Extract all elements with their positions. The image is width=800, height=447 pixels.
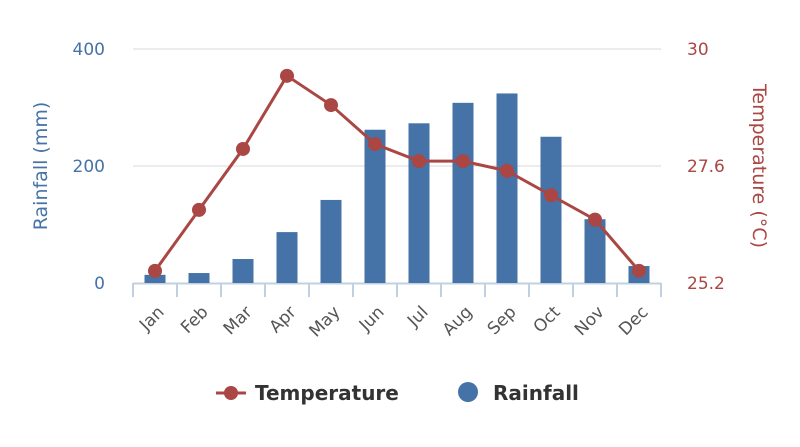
right-axis-title: Temperature (°C) — [748, 83, 770, 248]
x-tick-label: Mar — [220, 302, 257, 339]
x-tick-label: Apr — [266, 302, 301, 337]
rainfall-bar — [452, 102, 474, 283]
left-axis-title: Rainfall (mm) — [30, 102, 52, 231]
rainfall-bar — [188, 273, 210, 283]
temperature-point — [236, 141, 250, 156]
axis-labels: 0 200 400 25.2 27.6 30 Jan Feb Mar Apr May Jun Jul Au… — [73, 40, 725, 341]
rainfall-bar — [408, 123, 430, 283]
x-tick-label: Sep — [484, 302, 521, 339]
temperature-point — [500, 163, 514, 178]
x-tick-label: Jan — [135, 302, 168, 335]
left-tick-label: 400 — [73, 40, 105, 60]
temperature-point — [280, 68, 294, 83]
x-tick-label: Aug — [439, 302, 477, 340]
x-tick-label: Dec — [615, 302, 652, 339]
left-tick-label: 0 — [94, 274, 105, 294]
temperature-point — [148, 263, 162, 278]
axes — [132, 282, 662, 297]
rainfall-bar — [364, 129, 386, 283]
rainfall-bar — [584, 219, 606, 283]
temperature-point — [324, 98, 338, 113]
legend: Temperature Rainfall — [216, 381, 579, 405]
rainfall-bar — [540, 136, 562, 283]
temperature-point — [632, 263, 646, 278]
rainfall-bar — [320, 199, 342, 283]
right-tick-label: 27.6 — [687, 157, 725, 177]
right-tick-label: 30 — [687, 40, 709, 60]
rainfall-bar — [144, 274, 166, 283]
x-tick-label: Jul — [403, 302, 432, 331]
gridlines — [133, 48, 661, 167]
left-tick-label: 200 — [73, 157, 105, 177]
rainfall-bars — [144, 93, 650, 284]
temperature-point — [456, 154, 470, 169]
temperature-point — [192, 202, 206, 217]
x-tick-label: Oct — [530, 302, 565, 337]
x-tick-label: Jun — [355, 302, 389, 336]
rainfall-bar — [232, 259, 254, 283]
legend-item-temperature[interactable]: Temperature — [216, 381, 399, 405]
temperature-point — [412, 154, 426, 169]
temperature-point — [368, 137, 382, 152]
rainfall-bar — [496, 93, 518, 284]
rainfall-bar — [276, 232, 298, 283]
legend-item-rainfall[interactable]: Rainfall — [458, 381, 579, 405]
x-tick-label: Nov — [571, 302, 609, 340]
legend-label-rainfall: Rainfall — [493, 381, 579, 405]
x-tick-label: May — [306, 302, 345, 341]
legend-marker-rainfall — [458, 382, 478, 402]
temperature-point — [588, 212, 602, 227]
legend-marker-temperature — [224, 386, 238, 400]
temperature-point — [544, 188, 558, 203]
temperature-line-path — [153, 74, 641, 272]
right-tick-label: 25.2 — [687, 274, 725, 294]
x-tick-label: Feb — [177, 302, 212, 337]
temperature-line — [148, 68, 646, 278]
legend-label-temperature: Temperature — [255, 381, 399, 405]
